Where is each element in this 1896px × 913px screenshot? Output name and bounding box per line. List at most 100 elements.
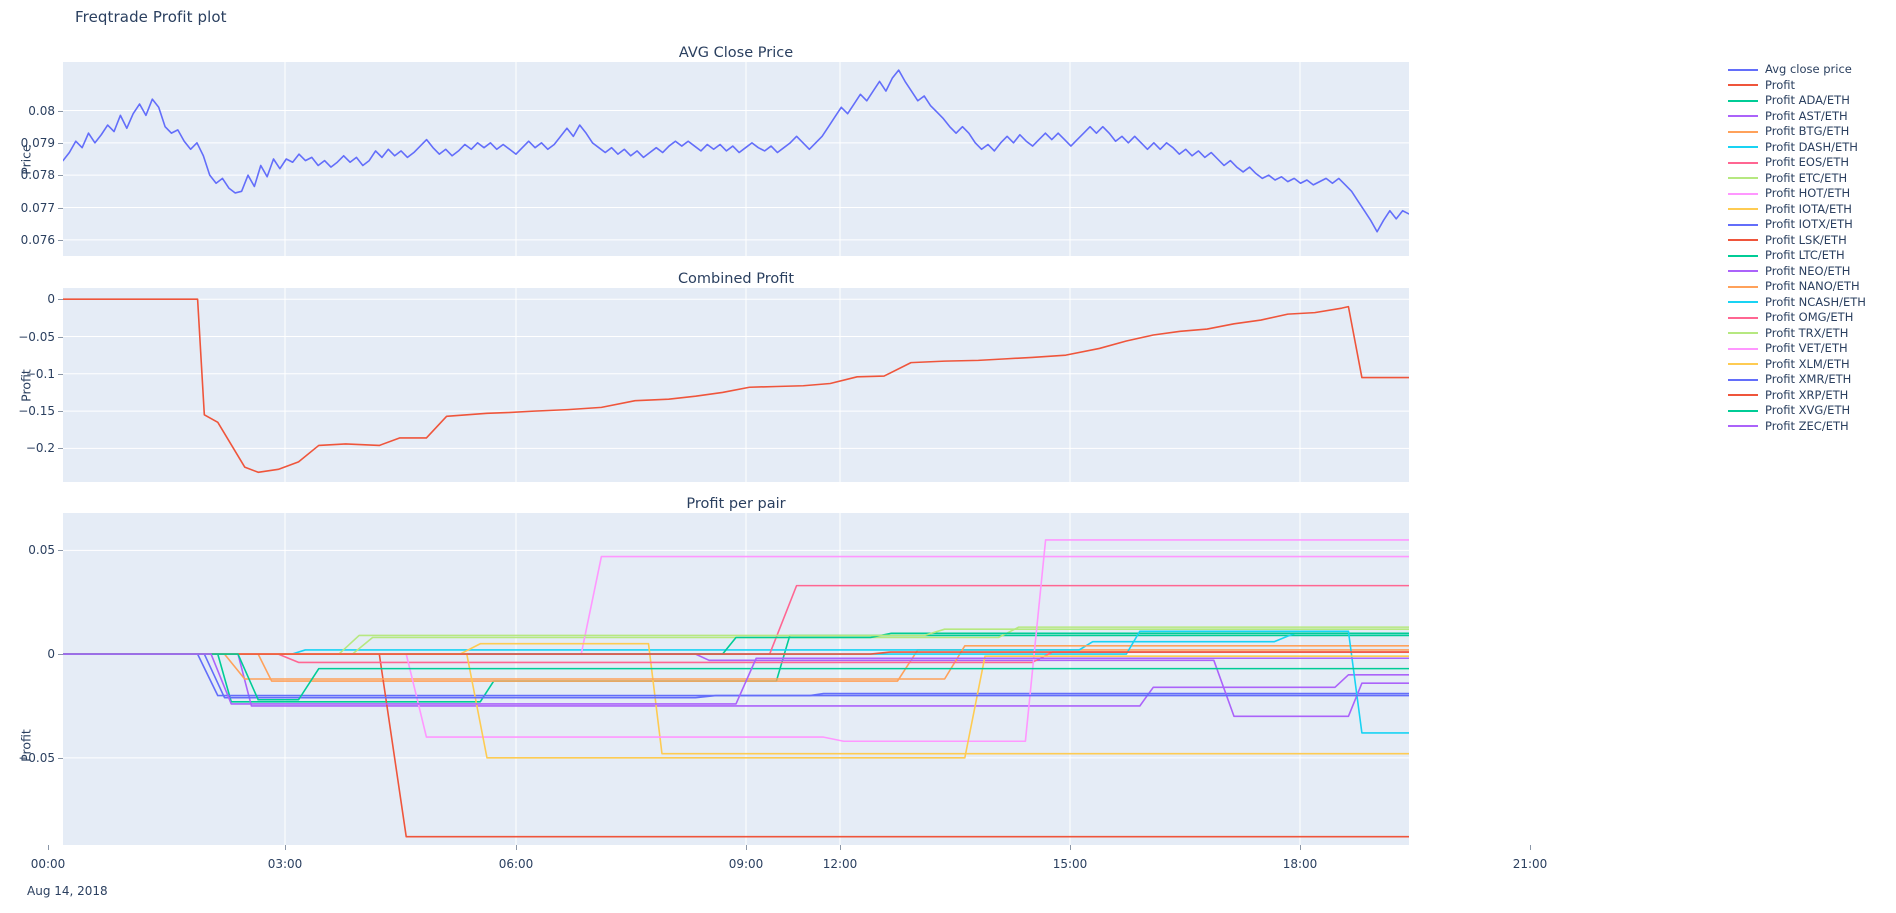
yaxis-title-profit-pairs: Profit xyxy=(18,729,34,762)
legend-item[interactable]: Profit ETC/ETH xyxy=(1728,171,1896,187)
legend-item[interactable]: Profit XRP/ETH xyxy=(1728,388,1896,404)
legend-item-label: Profit LSK/ETH xyxy=(1765,232,1847,247)
ytick-label: −0.1 xyxy=(25,366,55,381)
legend-color-swatch xyxy=(1728,270,1758,273)
ytick-label: −0.2 xyxy=(25,441,55,456)
legend-item[interactable]: Profit OMG/ETH xyxy=(1728,310,1896,326)
ytick-mark xyxy=(58,448,63,450)
legend-color-swatch xyxy=(1728,115,1758,118)
xtick-label: 06:00 xyxy=(498,857,534,871)
legend-color-swatch xyxy=(1728,192,1758,195)
ytick-mark xyxy=(58,411,63,413)
legend-color-swatch xyxy=(1728,347,1758,350)
legend-item[interactable]: Profit ADA/ETH xyxy=(1728,93,1896,109)
legend-item[interactable]: Profit NCASH/ETH xyxy=(1728,295,1896,311)
xtick-mark xyxy=(285,845,286,850)
legend-item-label: Profit TRX/ETH xyxy=(1765,325,1849,340)
series-canvas-avg-close-price xyxy=(63,62,1409,256)
series-profit xyxy=(63,298,1409,474)
legend-item-label: Profit OMG/ETH xyxy=(1765,310,1854,324)
ytick-mark xyxy=(58,336,63,338)
legend-item-label: Profit DASH/ETH xyxy=(1765,139,1858,154)
series-profit-xrp-eth xyxy=(63,651,1409,655)
legend-item[interactable]: Profit NEO/ETH xyxy=(1728,264,1896,280)
plot-area-combined-profit[interactable] xyxy=(63,288,1409,482)
legend-color-swatch xyxy=(1728,68,1758,71)
chart-combined-profit xyxy=(63,288,1409,482)
ytick-mark xyxy=(58,299,63,301)
legend-item-label: Profit XRP/ETH xyxy=(1765,387,1849,402)
legend-item[interactable]: Profit ZEC/ETH xyxy=(1728,419,1896,435)
series-profit-eos-eth xyxy=(63,584,1409,655)
xtick-mark xyxy=(840,845,841,850)
legend-item[interactable]: Profit IOTX/ETH xyxy=(1728,217,1896,233)
series-profit-hot-eth xyxy=(63,555,1409,655)
legend-color-swatch xyxy=(1728,378,1758,381)
legend-color-swatch xyxy=(1728,425,1758,428)
ytick-label: 0 xyxy=(47,647,55,662)
xtick-mark xyxy=(746,845,747,850)
legend-item[interactable]: Profit HOT/ETH xyxy=(1728,186,1896,202)
legend-item[interactable]: Profit XVG/ETH xyxy=(1728,403,1896,419)
legend-item[interactable]: Profit EOS/ETH xyxy=(1728,155,1896,171)
legend-color-swatch xyxy=(1728,84,1758,87)
plot-area-profit-per-pair[interactable] xyxy=(63,513,1409,845)
xtick-mark xyxy=(1300,845,1301,850)
legend-item[interactable]: Profit XLM/ETH xyxy=(1728,357,1896,373)
legend-color-swatch xyxy=(1728,223,1758,226)
legend-color-swatch xyxy=(1728,208,1758,211)
legend-item-label: Profit xyxy=(1765,77,1795,92)
legend-color-swatch xyxy=(1728,130,1758,133)
ytick-label: 0.08 xyxy=(28,103,55,118)
page-title: Freqtrade Profit plot xyxy=(75,8,227,26)
series-profit-ltc-eth xyxy=(63,632,1409,655)
legend-item-label: Profit ADA/ETH xyxy=(1765,93,1850,107)
series-profit-ast-eth xyxy=(63,653,1409,707)
series-profit-zec-eth xyxy=(63,653,1409,705)
series-profit-vet-eth xyxy=(63,539,1409,743)
legend-item[interactable]: Profit TRX/ETH xyxy=(1728,326,1896,342)
xtick-label: 21:00 xyxy=(1512,857,1548,871)
xtick-mark xyxy=(1530,845,1531,850)
legend-item[interactable]: Profit IOTA/ETH xyxy=(1728,202,1896,218)
ytick-label: 0.077 xyxy=(20,200,55,215)
chart-avg-close-price xyxy=(63,62,1409,256)
legend-item[interactable]: Profit LTC/ETH xyxy=(1728,248,1896,264)
xtick-label: 18:00 xyxy=(1282,857,1318,871)
legend-item[interactable]: Profit NANO/ETH xyxy=(1728,279,1896,295)
legend-color-swatch xyxy=(1728,332,1758,335)
legend-color-swatch xyxy=(1728,239,1758,242)
plot-area-avg-close-price[interactable] xyxy=(63,62,1409,256)
chart-profit-per-pair xyxy=(63,513,1409,845)
ytick-label: −0.05 xyxy=(18,329,55,344)
legend-color-swatch xyxy=(1728,316,1758,319)
series-profit-ncash-eth xyxy=(63,630,1409,734)
legend-color-swatch xyxy=(1728,409,1758,412)
legend-color-swatch xyxy=(1728,301,1758,304)
series-avg-close-price xyxy=(63,69,1409,233)
legend-item-label: Profit XVG/ETH xyxy=(1765,403,1851,417)
chart-title-profit-per-pair: Profit per pair xyxy=(686,496,786,512)
ytick-label: 0.076 xyxy=(20,232,55,247)
legend-item[interactable]: Profit LSK/ETH xyxy=(1728,233,1896,249)
xtick-label: 12:00 xyxy=(822,857,858,871)
legend-item-label: Avg close price xyxy=(1765,62,1852,76)
legend-item-label: Profit NANO/ETH xyxy=(1765,279,1860,293)
legend-color-swatch xyxy=(1728,254,1758,257)
legend-item[interactable]: Profit AST/ETH xyxy=(1728,109,1896,125)
legend-color-swatch xyxy=(1728,99,1758,102)
legend-color-swatch xyxy=(1728,394,1758,397)
series-profit-dash-eth xyxy=(63,632,1409,655)
legend-item-label: Profit XMR/ETH xyxy=(1765,372,1852,386)
legend-item[interactable]: Profit xyxy=(1728,78,1896,94)
xtick-mark xyxy=(516,845,517,850)
legend-item[interactable]: Profit XMR/ETH xyxy=(1728,372,1896,388)
legend-item[interactable]: Profit VET/ETH xyxy=(1728,341,1896,357)
legend-item-label: Profit IOTX/ETH xyxy=(1765,217,1853,231)
ytick-mark xyxy=(58,142,63,144)
legend-color-swatch xyxy=(1728,363,1758,366)
legend-item[interactable]: Profit BTG/ETH xyxy=(1728,124,1896,140)
legend-item[interactable]: Avg close price xyxy=(1728,62,1896,78)
legend-item[interactable]: Profit DASH/ETH xyxy=(1728,140,1896,156)
series-profit-ada-eth xyxy=(63,634,1409,703)
